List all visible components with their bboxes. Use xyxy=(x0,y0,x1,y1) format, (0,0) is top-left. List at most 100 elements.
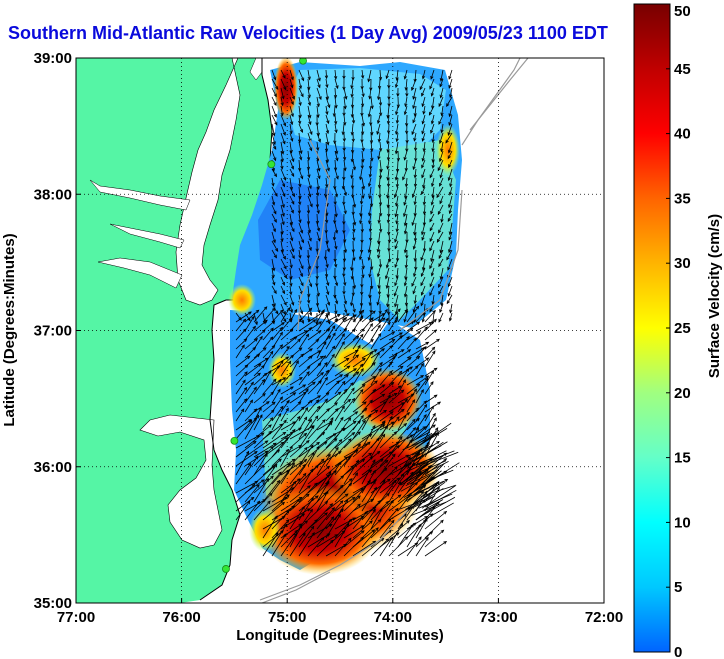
velocity-arrow xyxy=(307,141,313,152)
velocity-arrow xyxy=(280,96,284,107)
velocity-arrow xyxy=(438,285,444,295)
velocity-arrow xyxy=(396,87,400,98)
velocity-arrow xyxy=(298,333,310,350)
velocity-arrow xyxy=(430,114,435,125)
velocity-arrow xyxy=(262,532,279,557)
velocity-arrow xyxy=(316,96,320,108)
velocity-arrow xyxy=(316,470,332,494)
velocity-arrow xyxy=(298,388,309,404)
velocity-arrow xyxy=(421,114,426,125)
velocity-arrow xyxy=(244,414,260,440)
velocity-arrow xyxy=(421,159,426,169)
velocity-arrow xyxy=(370,258,374,271)
velocity-arrow xyxy=(412,114,417,124)
velocity-arrow xyxy=(352,333,364,350)
velocity-arrow xyxy=(352,510,369,530)
velocity-arrow xyxy=(298,231,305,244)
bathymetry-contours xyxy=(259,58,529,603)
velocity-arrow xyxy=(447,285,453,297)
velocity-arrow xyxy=(376,123,381,135)
velocity-arrow xyxy=(289,240,295,253)
velocity-arrow xyxy=(367,177,372,188)
velocity-arrow xyxy=(377,150,381,161)
velocity-arrow xyxy=(253,329,266,341)
velocity-arrow xyxy=(425,489,457,508)
velocity-arrow xyxy=(405,456,440,473)
velocity-arrow xyxy=(370,518,392,539)
velocity-arrow xyxy=(307,536,325,557)
velocity-arrow xyxy=(306,204,311,215)
chesapeake-bay xyxy=(175,58,241,306)
velocity-arrow xyxy=(280,461,304,476)
velocity-arrow xyxy=(436,231,444,243)
velocity-arrow xyxy=(307,431,326,449)
velocity-arrow xyxy=(271,360,284,377)
velocity-arrow xyxy=(316,313,329,332)
velocity-arrow xyxy=(325,78,329,89)
velocity-arrow xyxy=(420,249,426,261)
velocity-arrow xyxy=(280,480,297,503)
velocity-arrow xyxy=(271,123,276,137)
velocity-arrow xyxy=(262,320,276,332)
velocity-arrow xyxy=(422,141,426,153)
colorbar-tick-label: 5 xyxy=(674,579,682,596)
velocity-arrow xyxy=(423,481,446,498)
velocity-arrow xyxy=(449,87,453,99)
potomac-river xyxy=(89,179,191,211)
velocity-arrow xyxy=(235,500,251,521)
velocity-arrow xyxy=(334,537,352,557)
map-title: Southern Mid-Atlantic Raw Velocities (1 … xyxy=(8,23,608,43)
velocity-arrow xyxy=(334,522,350,548)
velocity-arrow xyxy=(448,186,453,196)
velocity-arrow xyxy=(369,159,373,170)
velocity-arrow xyxy=(370,479,386,503)
velocity-arrow xyxy=(430,204,435,215)
velocity-arrow xyxy=(367,240,372,254)
velocity-arrow xyxy=(334,357,350,368)
velocity-arrow xyxy=(244,315,255,332)
velocity-arrow xyxy=(414,480,444,495)
velocity-arrow xyxy=(400,472,436,492)
velocity-arrow xyxy=(271,309,284,323)
x-tick-label: 73:00 xyxy=(479,609,517,626)
velocity-arrow xyxy=(334,141,339,155)
york-james-rivers xyxy=(97,257,183,289)
velocity-arrow xyxy=(307,285,311,298)
velocity-arrow xyxy=(325,96,331,109)
velocity-arrow xyxy=(448,69,453,80)
velocity-arrow xyxy=(385,69,390,80)
velocity-arrow xyxy=(343,382,354,395)
velocity-arrow xyxy=(430,195,435,206)
velocity-arrow xyxy=(342,78,346,91)
velocity-arrow xyxy=(325,500,344,521)
velocity-arrow xyxy=(361,527,379,548)
velocity-arrow xyxy=(333,69,338,80)
velocity-arrow xyxy=(316,168,321,180)
velocity-arrow xyxy=(384,267,390,280)
velocity-arrow xyxy=(343,204,347,215)
velocity-arrow xyxy=(377,213,381,224)
velocity-arrow xyxy=(235,379,246,395)
velocity-arrow xyxy=(316,222,321,232)
velocity-arrow xyxy=(297,132,302,144)
velocity-arrow xyxy=(415,341,430,350)
velocity-arrow xyxy=(405,492,433,510)
velocity-arrow xyxy=(411,444,433,456)
velocity-arrow xyxy=(351,285,355,297)
velocity-arrow xyxy=(262,307,276,323)
velocity-arrow xyxy=(370,409,388,422)
velocity-arrow xyxy=(289,432,308,449)
velocity-arrow xyxy=(280,312,287,323)
velocity-arrow xyxy=(280,317,293,332)
velocity-arrow xyxy=(253,378,266,395)
velocity-arrow xyxy=(379,338,396,350)
velocity-arrow xyxy=(352,213,357,226)
velocity-arrow xyxy=(343,159,347,172)
velocity-arrow xyxy=(388,352,398,368)
velocity-arrow xyxy=(244,309,260,323)
velocity-arrow xyxy=(388,332,403,341)
velocity-arrow xyxy=(271,240,279,252)
velocity-arrow xyxy=(325,285,330,296)
velocity-arrow xyxy=(307,69,311,81)
velocity-arrow xyxy=(298,195,302,206)
